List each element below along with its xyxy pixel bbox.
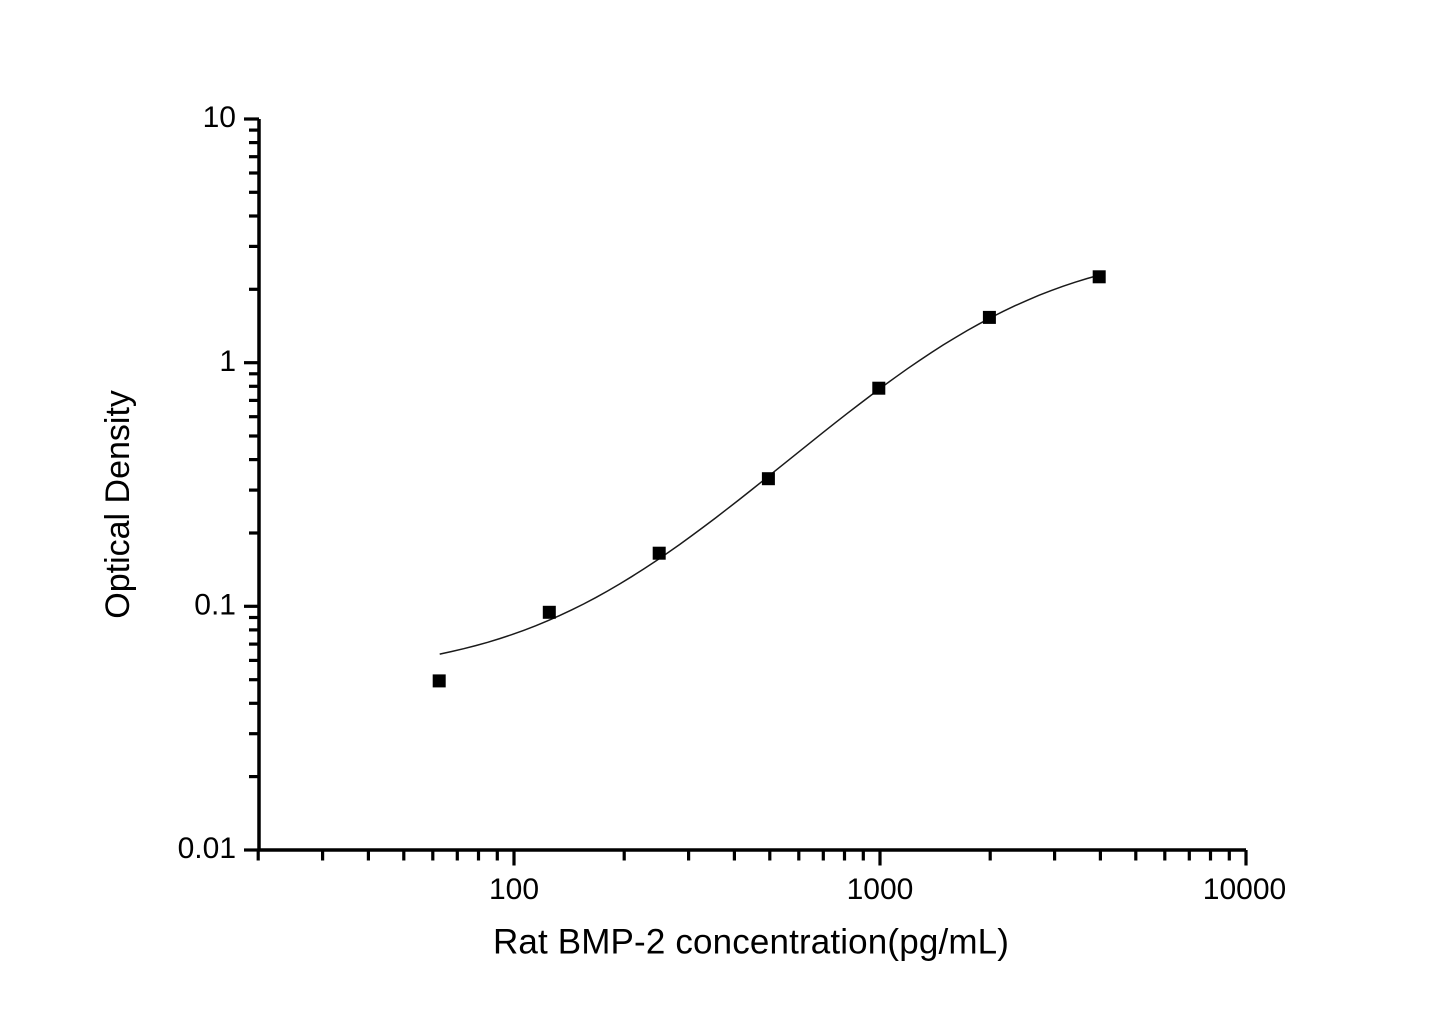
svg-text:10: 10 [203, 101, 236, 134]
svg-text:1000: 1000 [847, 873, 914, 906]
svg-text:Optical Density: Optical Density [99, 390, 137, 619]
svg-text:10000: 10000 [1203, 873, 1286, 906]
svg-text:Rat BMP-2 concentration(pg/mL): Rat BMP-2 concentration(pg/mL) [493, 923, 1009, 962]
svg-text:0.01: 0.01 [178, 832, 236, 865]
svg-text:1: 1 [219, 345, 236, 378]
svg-text:100: 100 [489, 873, 539, 906]
svg-text:0.1: 0.1 [194, 589, 236, 622]
